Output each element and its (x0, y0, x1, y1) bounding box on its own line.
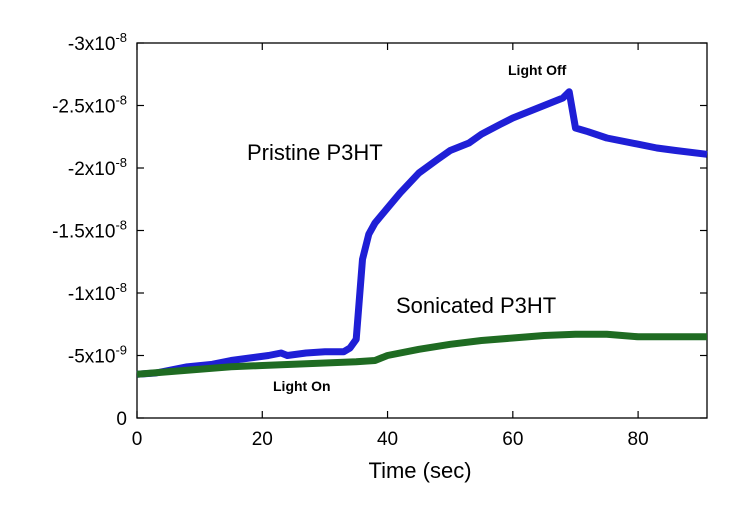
x-axis-title: Time (sec) (368, 458, 471, 483)
series-line-pristine-p3ht (136, 88, 708, 378)
x-tick-label: 20 (252, 429, 273, 450)
y-tick-label-exponent: -8 (115, 93, 127, 108)
x-tick-label: 0 (132, 429, 143, 450)
x-tick-label: 40 (377, 429, 398, 450)
light-off-annotation: Light Off (508, 62, 567, 78)
y-tick-label-base: -5x10 (68, 347, 116, 368)
y-tick-label-base: -2x10 (68, 159, 116, 180)
y-tick-label: -1x10-8 (68, 280, 127, 305)
y-tick-label-exponent: -9 (115, 343, 127, 358)
x-axis-ticks: 0 20 40 60 80 (132, 43, 649, 450)
y-tick-label: -1.5x10-8 (52, 218, 127, 243)
y-tick-label-exponent: -8 (115, 280, 127, 295)
y-tick-label-exponent: -8 (115, 155, 127, 170)
series-layer (136, 88, 708, 378)
series-line-sonicated-p3ht (136, 330, 707, 378)
series-label-pristine-p3ht: Pristine P3HT (247, 140, 383, 165)
y-axis-ticks: 0-5x10-9-1x10-8-1.5x10-8-2x10-8-2.5x10-8… (52, 30, 707, 430)
y-tick-label-base: -1.5x10 (52, 222, 115, 243)
y-tick-label: 0 (116, 409, 127, 430)
y-tick-label: -2.5x10-8 (52, 93, 127, 118)
y-tick-label-base: -3x10 (68, 34, 116, 55)
y-tick-label-base: 0 (116, 409, 127, 430)
y-tick-label-base: -2.5x10 (52, 97, 115, 118)
y-tick-label-exponent: -8 (115, 30, 127, 45)
series-label-sonicated-p3ht: Sonicated P3HT (396, 293, 556, 318)
x-tick-label: 60 (502, 429, 523, 450)
y-tick-label: -3x10-8 (68, 30, 127, 55)
y-tick-label-exponent: -8 (115, 218, 127, 233)
y-tick-label: -2x10-8 (68, 155, 127, 180)
light-on-annotation: Light On (273, 378, 331, 394)
y-tick-label: -5x10-9 (68, 343, 127, 368)
x-tick-label: 80 (628, 429, 649, 450)
y-tick-label-base: -1x10 (68, 284, 116, 305)
